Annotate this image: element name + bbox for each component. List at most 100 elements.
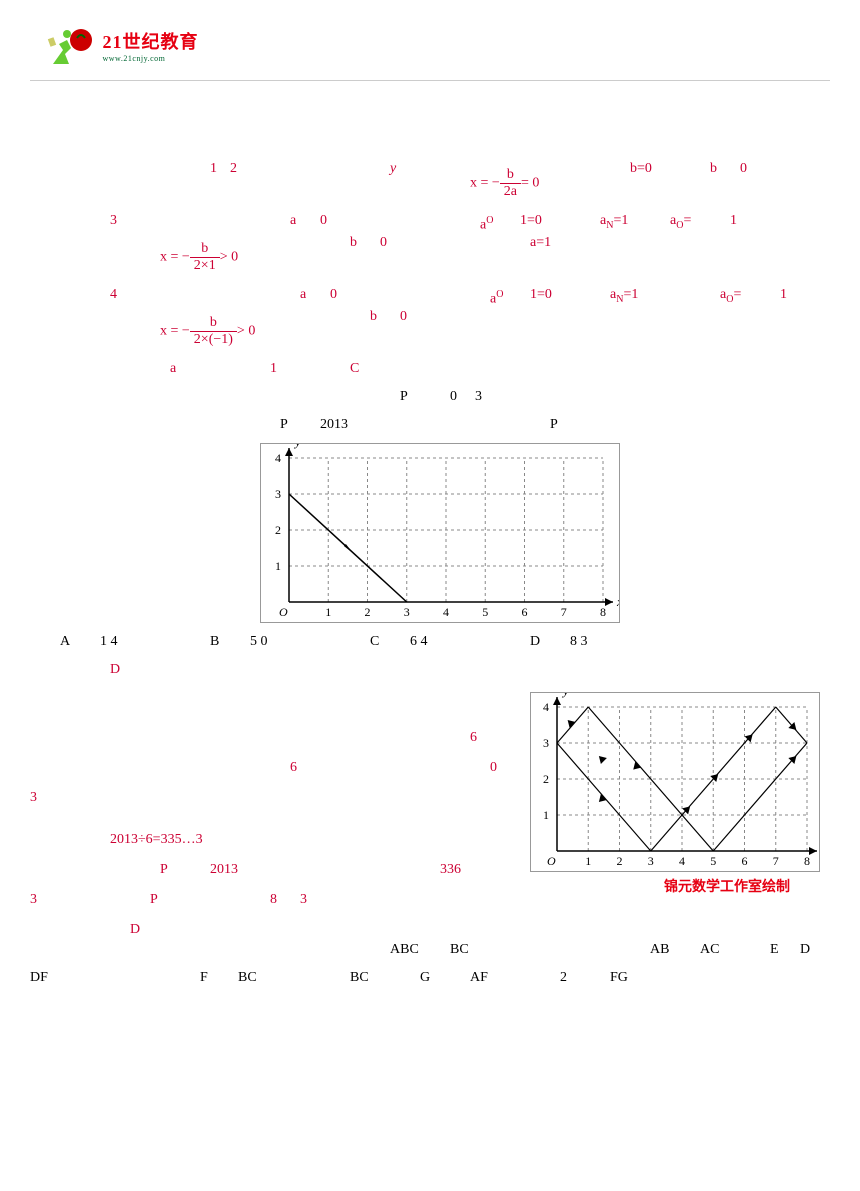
text: 0	[490, 754, 497, 782]
svg-text:y: y	[561, 692, 569, 698]
text: b=0	[630, 161, 652, 177]
text: BC	[350, 964, 369, 992]
equation: x = −b2a= 0	[470, 167, 539, 200]
solution-line-4: 4 a 0 aO 1=0 aN=1 aO= 1	[30, 281, 830, 309]
option-b-value: 5 0	[250, 628, 268, 656]
text: P	[280, 411, 288, 439]
text: 1=0	[530, 281, 552, 309]
header-divider	[30, 80, 830, 81]
sup: O	[496, 289, 503, 300]
text: G	[420, 964, 430, 992]
eq: =	[683, 213, 691, 228]
svg-text:2: 2	[365, 605, 371, 619]
svg-text:4: 4	[275, 451, 281, 465]
text: DF	[30, 964, 48, 992]
svg-text:3: 3	[404, 605, 410, 619]
text: C	[350, 355, 359, 383]
answer-line: D	[30, 656, 830, 684]
text: 1	[210, 161, 217, 177]
logo-runner-icon	[45, 20, 95, 70]
svg-text:6: 6	[522, 605, 528, 619]
svg-text:y: y	[293, 443, 301, 449]
text: 3	[110, 207, 117, 235]
frac-den: 2×(−1)	[190, 332, 237, 348]
text: P	[400, 383, 408, 411]
text: 0	[400, 309, 407, 325]
text: 3	[300, 886, 307, 914]
question-line-18: ABC BC AB AC E D	[30, 936, 830, 964]
sup: O	[486, 215, 493, 226]
question-line-7: P 0 3	[30, 383, 830, 411]
eq-suffix: > 0	[237, 324, 255, 339]
svg-text:5: 5	[482, 605, 488, 619]
header-logo: 21世纪教育 www.21cnjy.com	[45, 20, 225, 70]
text: 1=0	[520, 207, 542, 235]
text: 2013	[320, 411, 348, 439]
svg-text:7: 7	[561, 605, 567, 619]
eq-prefix: x = −	[160, 250, 190, 265]
solution-line-2: 3 a 0 aO 1=0 aN=1 aO= 1	[30, 207, 830, 235]
equation: x = −b2×(−1)> 0	[160, 315, 255, 348]
text: a	[290, 207, 296, 235]
frac-num: b	[190, 315, 237, 332]
frac-den: 2×1	[190, 258, 220, 274]
text: F	[200, 964, 208, 992]
text: 6	[290, 754, 297, 782]
eq: =1	[623, 287, 638, 302]
option-b-label: B	[210, 628, 219, 656]
eq: =1	[613, 213, 628, 228]
text: FG	[610, 964, 628, 992]
logo-text: 21世纪教育 www.21cnjy.com	[103, 28, 199, 63]
option-c-label: C	[370, 628, 379, 656]
text: 1	[730, 207, 737, 235]
chart-1-container: 123456781234Oxy	[30, 443, 830, 628]
text: a=1	[530, 235, 551, 251]
frac-den: 2a	[500, 184, 521, 200]
svg-text:x: x	[616, 594, 620, 609]
text: 2013÷6=335…3	[110, 826, 203, 854]
svg-text:4: 4	[543, 700, 549, 714]
text: y	[390, 161, 396, 177]
text: a	[170, 355, 176, 383]
text: AC	[700, 936, 719, 964]
chart-1: 123456781234Oxy	[260, 443, 620, 623]
svg-text:O: O	[279, 605, 288, 619]
text: 1	[270, 355, 277, 383]
option-d-label: D	[530, 628, 540, 656]
text: 4	[110, 281, 117, 309]
text: P	[160, 856, 168, 884]
eq-suffix: > 0	[220, 250, 238, 265]
text: 0	[450, 383, 457, 411]
option-d-value: 8 3	[570, 628, 588, 656]
text: BC	[450, 936, 469, 964]
text: 336	[440, 856, 461, 884]
eq-prefix: x = −	[470, 176, 500, 191]
text: BC	[238, 964, 257, 992]
solution-line-5: x = −b2×(−1)> 0 b 0	[30, 309, 830, 355]
option-c-value: 6 4	[410, 628, 428, 656]
text: D	[110, 656, 120, 684]
text: 0	[320, 207, 327, 235]
text: P	[550, 411, 558, 439]
text: b	[370, 309, 377, 325]
eq-prefix: x = −	[160, 324, 190, 339]
text: 0	[380, 235, 387, 251]
option-a-value: 1 4	[100, 628, 118, 656]
question-line-8: P 2013 P	[30, 411, 830, 439]
svg-text:1: 1	[325, 605, 331, 619]
page-content: 1 2 y x = −b2a= 0 b=0 b 0 3 a 0 aO 1=0 a…	[30, 161, 830, 992]
text: 2	[560, 964, 567, 992]
svg-text:3: 3	[275, 487, 281, 501]
text: 3	[30, 886, 37, 914]
text: 0	[740, 161, 747, 177]
svg-text:2: 2	[275, 523, 281, 537]
text: 0	[330, 281, 337, 309]
logo-title: 21世纪教育	[103, 28, 199, 54]
frac-num: b	[500, 167, 521, 184]
solution-line-1: 1 2 y x = −b2a= 0 b=0 b 0	[30, 161, 830, 207]
text: 3	[475, 383, 482, 411]
text: 2	[230, 161, 237, 177]
option-a-label: A	[60, 628, 70, 656]
text: a	[300, 281, 306, 309]
logo-subtitle: www.21cnjy.com	[103, 54, 199, 63]
